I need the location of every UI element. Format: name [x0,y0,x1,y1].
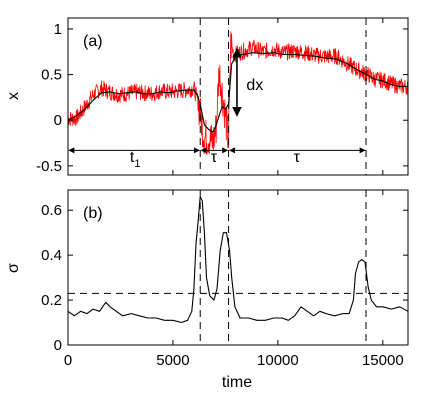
annotation-subscript: 1 [134,158,140,170]
y-tick-label: 0.5 [41,67,62,84]
panel-b-ylabel: σ [5,263,22,273]
x-tick-label: 10000 [257,352,299,369]
axes-frame [67,17,409,176]
x-tick-label: 0 [64,352,72,369]
y-tick-label: 0.2 [41,292,62,309]
series-line-1 [67,196,409,324]
y-tick-label: -0.5 [36,158,62,175]
series-layer-a [67,31,409,155]
panel-a-ylabel: x [5,92,22,100]
y-tick-label: 0.4 [41,247,62,264]
annotation-4: dx [246,77,263,94]
x-tick-label: 5000 [156,352,189,369]
x-tick-label: 15000 [362,352,404,369]
annotation-2: τ [211,149,218,166]
axes-frame [67,189,409,346]
annotation-3: τ [294,149,301,166]
y-tick-label: 1 [54,21,62,38]
panel-b: 0 0.2 0.4 0.6 0 5000 10000 15000 (b) σ time [5,189,409,391]
panel-b-xlabel: time [222,374,252,391]
panel-b-label: (b) [83,205,103,222]
axes-b: 0 0.2 0.4 0.6 0 5000 10000 15000 [41,189,409,369]
series-layer-b [67,196,409,324]
annotation-layer-a: t1 τ τ dx [68,18,367,175]
y-tick-label: 0.6 [41,202,62,219]
annotation-layer-b [68,190,408,345]
y-tick-label: 0 [54,337,62,354]
axes-a: -0.5 0 0.5 1 [36,17,409,176]
series-line-2 [67,52,408,133]
series-line-1 [67,31,409,155]
annotation-1: t1 [130,149,141,170]
panel-a: t1 τ τ dx -0.5 0 0.5 1 (a) x [5,17,409,176]
panel-a-label: (a) [83,33,103,50]
y-tick-label: 0 [54,112,62,129]
